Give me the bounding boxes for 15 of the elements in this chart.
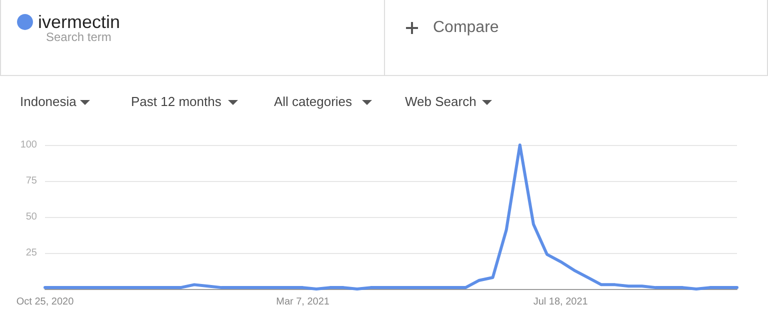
line-series [44, 144, 738, 290]
x-tick-label: Jul 18, 2021 [533, 296, 588, 308]
x-tick-label: Oct 25, 2020 [16, 296, 74, 308]
y-tick-label: 50 [26, 212, 38, 222]
text: Indonesia [20, 94, 76, 109]
text: Web Search [405, 94, 476, 109]
y-tick-label: 25 [26, 248, 38, 258]
x-tick-label: Mar 7, 2021 [276, 296, 330, 308]
y-tick-label: 75 [26, 176, 38, 186]
text: Compare [433, 19, 499, 37]
y-tick-label: 100 [20, 140, 38, 150]
text: Search term [46, 30, 112, 44]
legend-label: ivermectin [38, 12, 120, 32]
text: All categories [274, 94, 352, 109]
text: Past 12 months [131, 94, 222, 109]
